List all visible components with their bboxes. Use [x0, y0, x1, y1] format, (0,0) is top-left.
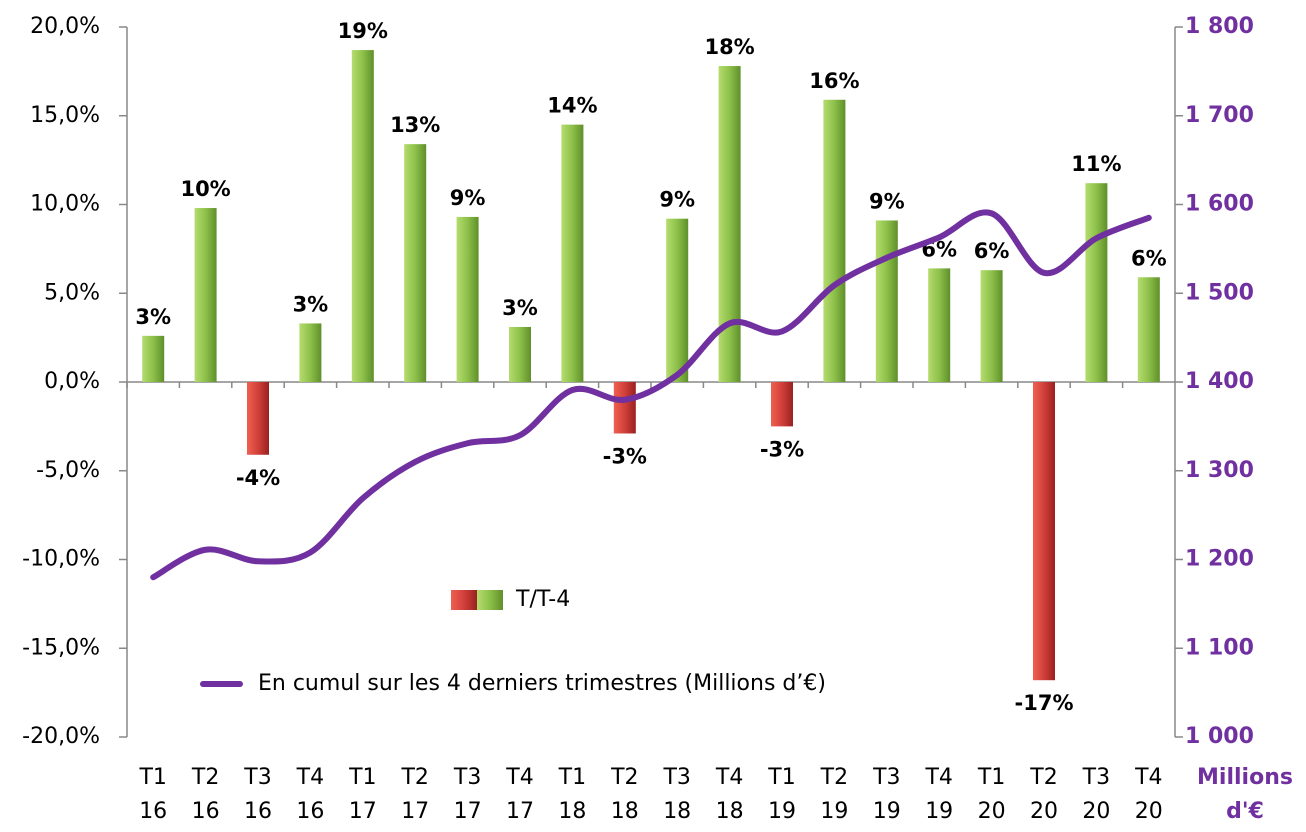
- legend-swatch: [451, 590, 477, 610]
- bar: [666, 218, 689, 382]
- y2-tick-label: 1 600: [1185, 192, 1254, 217]
- x-tick-label: T4 18: [715, 765, 744, 824]
- bar: [718, 66, 741, 383]
- x-tick-label: T4 19: [924, 765, 953, 824]
- y2-tick-label: 1 400: [1185, 369, 1254, 394]
- y-tick-label: 5,0%: [44, 280, 100, 305]
- x-tick-label: T3 19: [872, 765, 901, 824]
- data-label: 11%: [1071, 152, 1121, 176]
- data-label: 3%: [502, 296, 538, 320]
- bar: [1033, 382, 1055, 681]
- y2-tick-label: 1 700: [1185, 103, 1254, 128]
- y-tick-label: 15,0%: [30, 103, 100, 128]
- bar: [1137, 277, 1160, 382]
- y2-tick-label: 1 500: [1185, 280, 1254, 305]
- data-label: 14%: [547, 94, 597, 118]
- y-tick-label: -20,0%: [22, 724, 100, 749]
- x-tick-label: T4 20: [1134, 765, 1163, 824]
- bar: [875, 220, 898, 382]
- x-tick-label: T1 19: [767, 765, 796, 824]
- x-tick-label: T2 19: [820, 765, 849, 824]
- bar: [404, 144, 427, 382]
- data-label: 19%: [338, 19, 388, 43]
- x-tick-label: T4 16: [296, 765, 325, 824]
- legend-label: En cumul sur les 4 derniers trimestres (…: [258, 671, 826, 696]
- line: [150, 209, 1152, 581]
- data-label: 9%: [659, 188, 695, 212]
- bar: [194, 208, 217, 382]
- y-tick-label: 20,0%: [30, 14, 100, 39]
- data-label: -17%: [1015, 691, 1074, 715]
- data-label: 13%: [390, 113, 440, 137]
- bar: [613, 382, 636, 434]
- x-tick-label: T2 17: [400, 765, 429, 824]
- x-tick-label: T1 20: [977, 765, 1006, 824]
- y2-tick-label: 1 100: [1185, 635, 1254, 660]
- data-label: 3%: [293, 292, 329, 316]
- x-tick-label: T2 16: [191, 765, 220, 824]
- y-tick-label: -5,0%: [36, 458, 100, 483]
- bar: [299, 323, 322, 382]
- bar: [142, 335, 165, 382]
- y2-tick-label: 1 300: [1185, 458, 1254, 483]
- data-label: 10%: [180, 177, 230, 201]
- data-label: -4%: [236, 466, 280, 490]
- data-label: 18%: [704, 35, 754, 59]
- x-tick-label: T4 17: [505, 765, 534, 824]
- bar: [247, 382, 269, 455]
- data-label: 6%: [1131, 246, 1167, 270]
- y2-tick-label: 1 800: [1185, 14, 1254, 39]
- x-tick-label: T3 20: [1082, 765, 1111, 824]
- data-label: 9%: [869, 189, 905, 213]
- legend-label: T/T-4: [515, 587, 570, 612]
- x-tick-label: T3 17: [453, 765, 482, 824]
- bar: [456, 216, 479, 382]
- x-tick-label: T1 17: [348, 765, 377, 824]
- bar: [928, 268, 951, 382]
- bar: [1085, 183, 1108, 382]
- data-label: -3%: [603, 444, 647, 468]
- bar: [351, 50, 374, 382]
- legend-swatch: [477, 590, 503, 610]
- x-tick-label: T1 18: [558, 765, 587, 824]
- bar: [509, 326, 531, 382]
- x-tick-label: T2 18: [610, 765, 639, 824]
- x-tick-label: T2 20: [1029, 765, 1058, 824]
- y2-tick-label: 1 200: [1185, 547, 1254, 572]
- y2-axis-label: Millions d'€: [1197, 765, 1293, 824]
- x-tick-label: T3 16: [243, 765, 272, 824]
- y-tick-label: -10,0%: [22, 547, 100, 572]
- bar: [980, 270, 1003, 382]
- y-tick-label: 10,0%: [30, 192, 100, 217]
- x-tick-label: T3 18: [662, 765, 691, 824]
- bar: [771, 382, 793, 427]
- y-tick-label: -15,0%: [22, 635, 100, 660]
- data-label: 16%: [809, 69, 859, 93]
- bar: [823, 99, 846, 383]
- data-label: 3%: [135, 305, 171, 329]
- y2-tick-label: 1 000: [1185, 724, 1254, 749]
- data-label: 6%: [974, 239, 1010, 263]
- bar: [561, 124, 584, 382]
- y-tick-label: 0,0%: [44, 369, 100, 394]
- data-label: -3%: [760, 437, 804, 461]
- x-tick-label: T1 16: [138, 765, 167, 824]
- data-label: 9%: [450, 186, 486, 210]
